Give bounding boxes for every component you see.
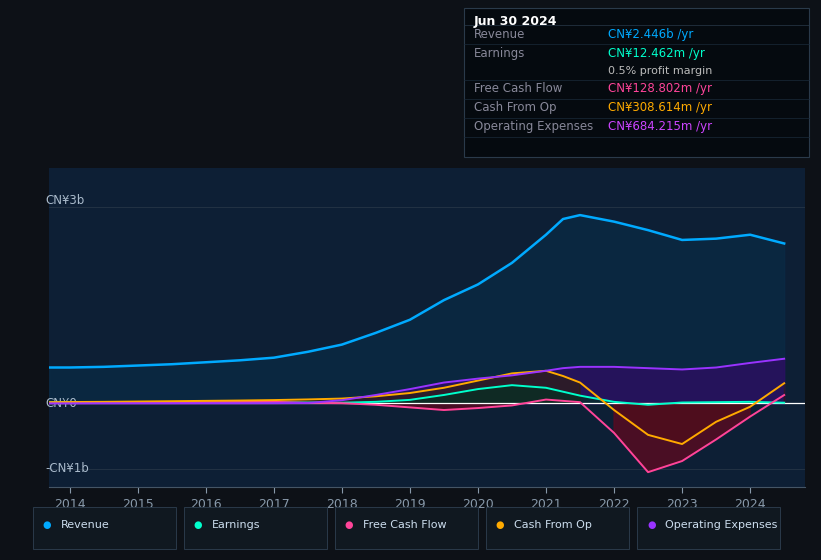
Text: -CN¥1b: -CN¥1b [45,463,89,475]
Text: ●: ● [194,520,202,530]
Text: CN¥12.462m /yr: CN¥12.462m /yr [608,47,704,60]
Text: Earnings: Earnings [474,47,525,60]
Text: CN¥684.215m /yr: CN¥684.215m /yr [608,120,712,133]
Text: Revenue: Revenue [61,520,109,530]
Text: Operating Expenses: Operating Expenses [474,120,593,133]
Text: 0.5% profit margin: 0.5% profit margin [608,66,712,76]
Text: Cash From Op: Cash From Op [474,101,556,114]
Text: Revenue: Revenue [474,28,525,41]
Text: ●: ● [496,520,504,530]
Text: CN¥2.446b /yr: CN¥2.446b /yr [608,28,693,41]
Text: Operating Expenses: Operating Expenses [665,520,777,530]
Text: ●: ● [647,520,655,530]
Text: ●: ● [43,520,51,530]
Text: Free Cash Flow: Free Cash Flow [363,520,447,530]
Text: CN¥308.614m /yr: CN¥308.614m /yr [608,101,712,114]
Text: CN¥3b: CN¥3b [45,194,85,207]
Text: CN¥128.802m /yr: CN¥128.802m /yr [608,82,712,95]
Text: Jun 30 2024: Jun 30 2024 [474,15,557,28]
Text: Cash From Op: Cash From Op [514,520,592,530]
Text: Free Cash Flow: Free Cash Flow [474,82,562,95]
Text: Earnings: Earnings [212,520,260,530]
Text: CN¥0: CN¥0 [45,397,77,410]
Text: ●: ● [345,520,353,530]
